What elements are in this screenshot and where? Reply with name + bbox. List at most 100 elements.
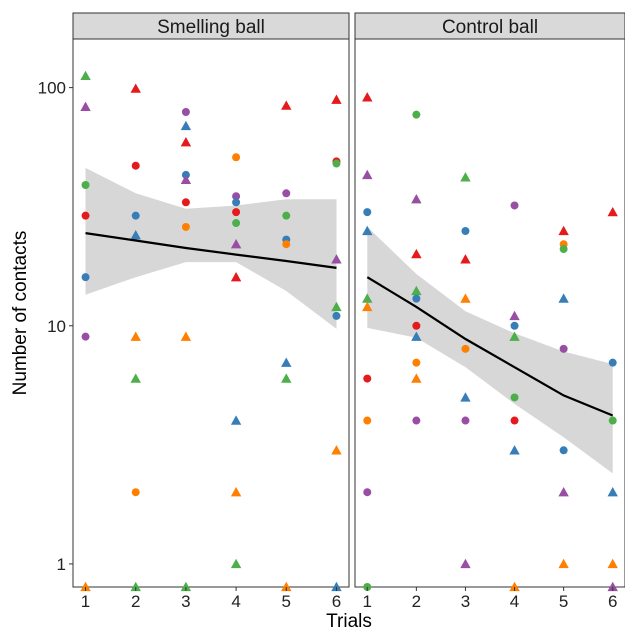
confidence-band <box>367 226 613 474</box>
data-point <box>80 70 91 81</box>
data-point <box>461 344 470 353</box>
data-point <box>411 193 422 204</box>
data-point <box>232 192 241 201</box>
data-point <box>281 357 292 367</box>
data-point <box>460 392 471 402</box>
x-tick-label: 5 <box>282 592 291 611</box>
data-point <box>607 487 618 497</box>
data-point <box>281 100 292 110</box>
data-point <box>362 225 373 236</box>
data-point <box>230 271 242 282</box>
data-point <box>331 445 342 455</box>
data-point <box>363 488 372 497</box>
data-point <box>130 230 141 240</box>
data-point <box>282 211 291 220</box>
data-point <box>607 581 618 592</box>
data-point <box>412 416 421 425</box>
data-point <box>412 294 421 303</box>
data-point <box>331 581 342 592</box>
data-point <box>363 374 372 383</box>
data-point <box>460 293 471 303</box>
data-point <box>412 321 421 330</box>
data-point <box>131 161 140 170</box>
data-point <box>363 416 372 425</box>
data-point <box>363 208 372 217</box>
x-axis: 1 2 3 4 5 6 1 2 3 4 5 6 <box>81 587 617 611</box>
y-axis: 1 10 100 <box>38 79 73 574</box>
x-tick-label: 6 <box>332 592 341 611</box>
y-tick-label: 100 <box>38 79 66 98</box>
data-point <box>460 558 471 569</box>
data-point <box>281 581 292 592</box>
data-point <box>510 201 519 210</box>
data-point <box>559 446 568 455</box>
x-tick-label: 5 <box>559 592 568 611</box>
data-point <box>332 159 341 168</box>
data-point <box>559 245 568 254</box>
data-point <box>362 169 373 180</box>
x-tick-label: 3 <box>461 592 470 611</box>
panel-control-ball <box>354 38 625 592</box>
data-point <box>461 416 470 425</box>
data-point <box>362 92 373 102</box>
data-point <box>181 198 190 207</box>
data-point <box>232 153 241 162</box>
data-point <box>559 344 568 353</box>
data-point <box>558 487 569 497</box>
data-point <box>230 415 242 425</box>
data-point <box>510 416 519 425</box>
data-point <box>332 311 341 320</box>
data-point <box>131 211 140 220</box>
data-point <box>412 110 421 119</box>
y-tick-label: 1 <box>57 555 66 574</box>
x-tick-label: 2 <box>412 592 421 611</box>
y-tick-label: 10 <box>47 317 66 336</box>
data-point <box>130 581 141 592</box>
x-tick-label: 1 <box>363 592 372 611</box>
x-tick-label: 6 <box>608 592 617 611</box>
data-point <box>180 120 192 131</box>
data-point <box>130 373 141 383</box>
data-point <box>282 240 291 249</box>
facet-strip-control: Control ball <box>354 12 625 40</box>
data-point <box>81 211 90 220</box>
data-point <box>411 373 422 383</box>
data-point <box>608 416 617 425</box>
data-point <box>412 358 421 367</box>
data-point <box>558 225 569 236</box>
data-point <box>230 487 242 497</box>
data-point <box>558 293 569 303</box>
data-point <box>80 581 91 592</box>
x-tick-label: 2 <box>131 592 140 611</box>
data-point <box>411 285 422 296</box>
data-point <box>232 198 241 207</box>
data-point <box>181 107 190 116</box>
data-point <box>558 558 569 569</box>
data-point <box>460 172 471 182</box>
x-tick-label: 1 <box>81 592 90 611</box>
data-point <box>180 581 192 592</box>
facet-title-control: Control ball <box>442 17 538 38</box>
data-point <box>362 293 373 303</box>
data-point <box>509 310 520 321</box>
data-point <box>460 254 471 264</box>
data-point <box>509 445 520 455</box>
panel-smelling-ball <box>72 38 350 592</box>
data-point <box>608 358 617 367</box>
data-point <box>509 581 520 592</box>
data-point <box>282 189 291 198</box>
confidence-band <box>85 167 337 329</box>
data-point <box>232 219 241 228</box>
x-tick-label: 4 <box>510 592 519 611</box>
x-tick-label: 4 <box>231 592 240 611</box>
data-point <box>80 101 91 112</box>
data-point <box>230 239 242 249</box>
data-point <box>181 222 190 231</box>
data-point <box>362 301 373 312</box>
y-axis-title: Number of contacts <box>10 231 31 396</box>
data-point <box>607 206 618 217</box>
data-point <box>509 331 520 341</box>
data-point <box>607 558 618 569</box>
data-point <box>461 226 470 235</box>
